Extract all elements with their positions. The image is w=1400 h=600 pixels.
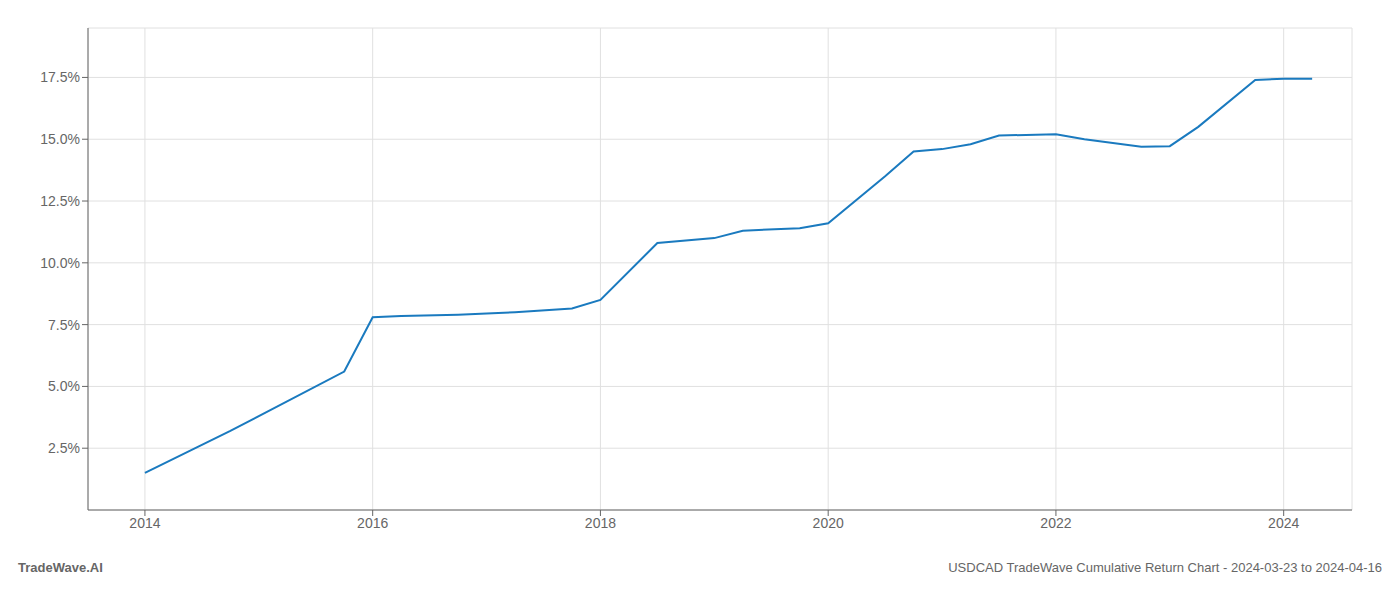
svg-text:15.0%: 15.0% [40,131,80,147]
svg-text:17.5%: 17.5% [40,69,80,85]
html-text:USDCAD TradeWave Cumulative Re: USDCAD TradeWave Cumulative Return Chart… [948,560,1382,575]
svg-text:5.0%: 5.0% [48,378,80,394]
svg-text:2024: 2024 [1268,515,1299,531]
svg-text:2022: 2022 [1040,515,1071,531]
svg-text:12.5%: 12.5% [40,193,80,209]
svg-text:2.5%: 2.5% [48,440,80,456]
html-text:TradeWave.AI: TradeWave.AI [18,560,103,575]
svg-text:2018: 2018 [585,515,616,531]
svg-text:7.5%: 7.5% [48,317,80,333]
svg-text:10.0%: 10.0% [40,255,80,271]
svg-text:2016: 2016 [357,515,388,531]
svg-text:2014: 2014 [129,515,160,531]
svg-text:2020: 2020 [813,515,844,531]
